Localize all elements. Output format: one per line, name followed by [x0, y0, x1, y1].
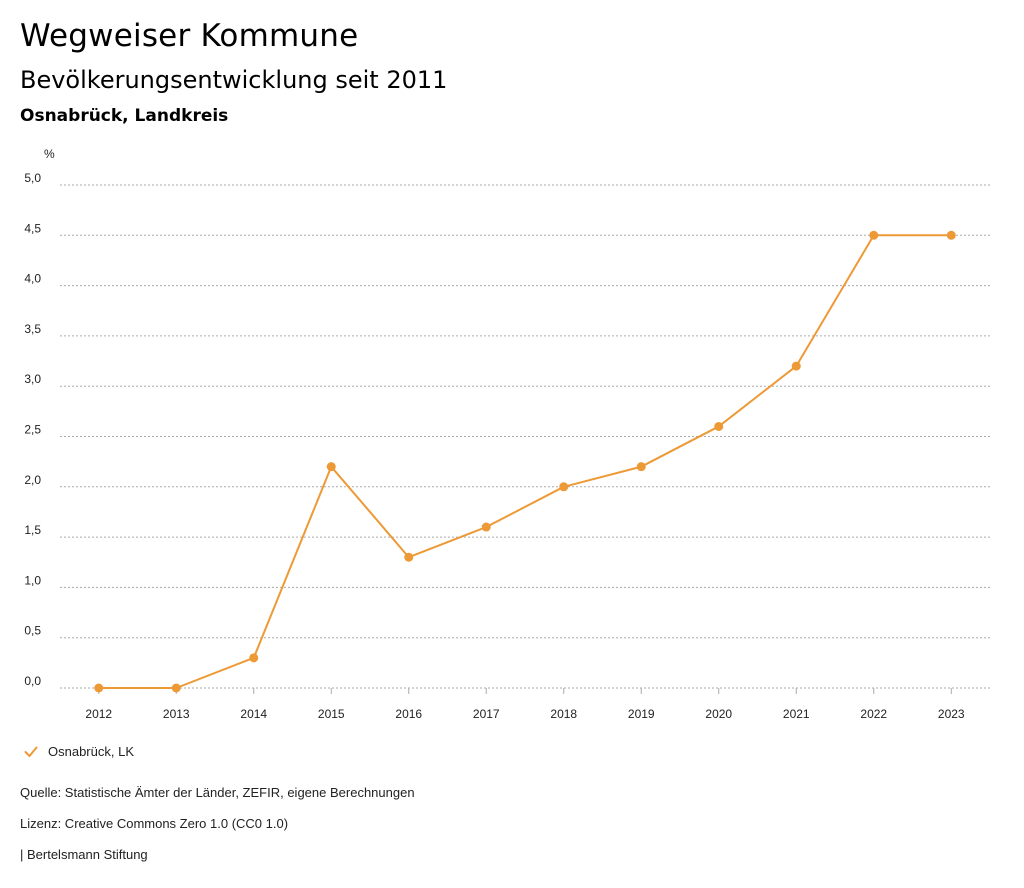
grid-lines	[60, 184, 990, 689]
x-tick-label: 2013	[163, 707, 190, 721]
y-tick-label: 0,5	[24, 624, 41, 638]
legend-label: Osnabrück, LK	[48, 744, 134, 759]
x-tick-label: 2022	[860, 707, 887, 721]
x-axis-ticks: 2012 2013 2014 2015 2016 2017 2018 2019 2020 2021…	[85, 688, 965, 721]
x-tick-label: 2023	[938, 707, 965, 721]
data-point[interactable]	[791, 361, 801, 371]
license-note: Lizenz: Creative Commons Zero 1.0 (CC0 1…	[20, 816, 289, 831]
y-tick-label: 0,0	[24, 674, 41, 688]
data-point[interactable]	[946, 230, 956, 240]
check-icon	[24, 746, 38, 757]
y-tick-label: 5,0	[24, 171, 41, 185]
region-label: Osnabrück, Landkreis	[20, 106, 229, 126]
y-tick-label: 1,5	[24, 523, 41, 537]
x-tick-label: 2012	[85, 707, 112, 721]
y-tick-label: 4,5	[24, 221, 41, 235]
x-tick-label: 2016	[395, 707, 422, 721]
source-note: Quelle: Statistische Ämter der Länder, Z…	[20, 785, 415, 800]
data-point[interactable]	[326, 462, 336, 472]
y-tick-label: 1,0	[24, 573, 41, 587]
data-point[interactable]	[171, 683, 181, 693]
x-tick-label: 2021	[783, 707, 810, 721]
x-tick-label: 2018	[550, 707, 577, 721]
y-tick-label: 3,5	[24, 322, 41, 336]
y-tick-label: 2,0	[24, 473, 41, 487]
legend-item[interactable]: Osnabrück, LK	[24, 744, 134, 759]
data-point[interactable]	[714, 421, 724, 431]
series-group	[94, 230, 956, 693]
data-point[interactable]	[249, 653, 259, 663]
data-point[interactable]	[636, 462, 646, 472]
chart-subtitle: Bevölkerungsentwicklung seit 2011	[20, 66, 448, 94]
x-tick-label: 2020	[705, 707, 732, 721]
x-tick-label: 2019	[628, 707, 655, 721]
page-title: Wegweiser Kommune	[20, 18, 359, 54]
data-point[interactable]	[481, 522, 491, 532]
y-tick-label: 3,0	[24, 372, 41, 386]
x-tick-label: 2017	[473, 707, 500, 721]
y-tick-label: 4,0	[24, 272, 41, 286]
y-tick-label: 2,5	[24, 423, 41, 437]
data-point[interactable]	[404, 552, 414, 562]
data-point[interactable]	[559, 482, 569, 492]
line-chart: % 0,0 0,5 1,0 1,5 2,0 2,5 3,0 3,5 4,0 4,5 5,0 2012…	[24, 147, 990, 721]
data-point[interactable]	[869, 230, 879, 240]
data-point[interactable]	[94, 683, 104, 693]
x-tick-label: 2014	[240, 707, 267, 721]
y-axis-ticks: 0,0 0,5 1,0 1,5 2,0 2,5 3,0 3,5 4,0 4,5 5,0	[24, 171, 41, 688]
series-line	[98, 234, 952, 689]
x-tick-label: 2015	[318, 707, 345, 721]
publisher-note: | Bertelsmann Stiftung	[20, 847, 148, 862]
y-unit-label: %	[44, 147, 55, 161]
